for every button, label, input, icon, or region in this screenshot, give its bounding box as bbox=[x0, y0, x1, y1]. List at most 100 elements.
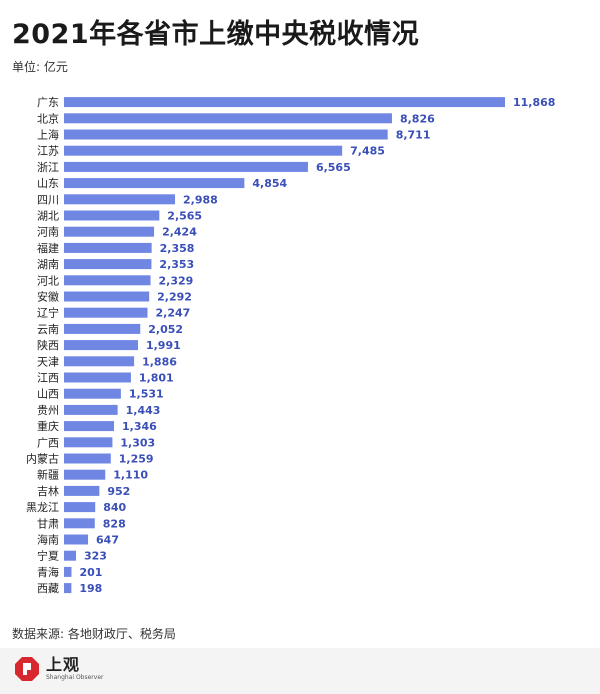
category-label: 海南 bbox=[37, 533, 59, 547]
logo-name-cn: 上观 bbox=[46, 655, 81, 674]
bar bbox=[64, 566, 72, 577]
bar bbox=[64, 469, 106, 480]
value-label: 1,303 bbox=[120, 436, 155, 449]
category-label: 天津 bbox=[37, 355, 59, 368]
category-label: 山东 bbox=[37, 177, 59, 190]
shanghai-observer-logo[interactable]: 上观 Shanghai Observer bbox=[14, 656, 103, 682]
value-label: 1,801 bbox=[139, 372, 174, 385]
value-label: 828 bbox=[103, 517, 126, 530]
value-label: 1,531 bbox=[129, 388, 164, 401]
bar bbox=[64, 340, 138, 351]
category-label: 上海 bbox=[37, 128, 59, 142]
value-label: 2,329 bbox=[159, 274, 194, 287]
bar bbox=[64, 259, 152, 270]
bar bbox=[64, 194, 176, 205]
value-label: 1,443 bbox=[126, 404, 161, 417]
bar bbox=[64, 404, 118, 415]
category-label: 陕西 bbox=[37, 338, 59, 352]
bar bbox=[64, 437, 113, 448]
category-label: 黑龙江 bbox=[26, 501, 59, 514]
bar bbox=[64, 210, 160, 221]
logo-name-en: Shanghai Observer bbox=[46, 674, 104, 681]
bar bbox=[64, 145, 343, 156]
value-label: 840 bbox=[103, 501, 126, 514]
category-label: 安徽 bbox=[37, 290, 59, 304]
value-label: 1,259 bbox=[119, 453, 154, 466]
category-label: 广东 bbox=[37, 96, 59, 109]
category-label: 湖北 bbox=[37, 210, 59, 223]
bar bbox=[64, 161, 308, 172]
category-label: 浙江 bbox=[37, 161, 59, 174]
category-label: 吉林 bbox=[37, 484, 59, 498]
bar bbox=[64, 518, 95, 529]
bars-layer: 广东 11,868 北京 8,826 上海 8,711 江苏 7,485 浙江 6,565 山东 4,… bbox=[26, 96, 555, 595]
category-label: 内蒙古 bbox=[26, 452, 59, 466]
value-label: 2,988 bbox=[183, 193, 218, 206]
value-label: 2,292 bbox=[157, 291, 192, 304]
value-label: 2,358 bbox=[160, 242, 195, 255]
value-label: 2,565 bbox=[167, 210, 202, 223]
value-label: 6,565 bbox=[316, 161, 351, 174]
bar bbox=[64, 242, 152, 253]
category-label: 江西 bbox=[37, 372, 59, 385]
bar bbox=[64, 291, 150, 302]
bar bbox=[64, 388, 121, 399]
value-label: 1,886 bbox=[142, 355, 177, 368]
bar bbox=[64, 485, 100, 496]
value-label: 2,353 bbox=[159, 258, 194, 271]
category-label: 新疆 bbox=[37, 468, 59, 482]
chart-title: 2021年各省市上缴中央税收情况 bbox=[12, 19, 420, 50]
value-label: 201 bbox=[79, 566, 102, 579]
logo-mark-icon bbox=[15, 657, 39, 681]
bar bbox=[64, 372, 131, 383]
bar bbox=[64, 307, 148, 318]
bar bbox=[64, 453, 111, 464]
value-label: 4,854 bbox=[252, 177, 287, 190]
value-label: 1,991 bbox=[146, 339, 181, 352]
value-label: 7,485 bbox=[350, 145, 385, 158]
value-label: 323 bbox=[84, 550, 107, 563]
category-label: 河南 bbox=[37, 226, 59, 239]
unit-label: 单位: 亿元 bbox=[12, 60, 68, 74]
category-label: 青海 bbox=[37, 565, 59, 579]
category-label: 湖南 bbox=[37, 258, 59, 271]
value-label: 8,711 bbox=[396, 129, 431, 142]
category-label: 江苏 bbox=[37, 145, 59, 158]
value-label: 2,424 bbox=[162, 226, 197, 239]
category-label: 贵州 bbox=[37, 404, 59, 417]
category-label: 四川 bbox=[37, 193, 59, 206]
bar bbox=[64, 583, 72, 594]
bar bbox=[64, 97, 505, 108]
value-label: 1,110 bbox=[113, 469, 148, 482]
category-label: 北京 bbox=[37, 111, 59, 125]
bar bbox=[64, 226, 155, 237]
value-label: 11,868 bbox=[513, 96, 555, 109]
bar bbox=[64, 323, 141, 334]
bar bbox=[64, 502, 96, 513]
bar bbox=[64, 178, 245, 189]
bar bbox=[64, 356, 135, 367]
value-label: 2,247 bbox=[155, 307, 190, 320]
value-label: 1,346 bbox=[122, 420, 157, 433]
value-label: 2,052 bbox=[148, 323, 183, 336]
bar bbox=[64, 550, 77, 561]
category-label: 宁夏 bbox=[37, 549, 59, 563]
category-label: 广西 bbox=[37, 436, 59, 449]
bar bbox=[64, 421, 115, 432]
value-label: 647 bbox=[96, 534, 119, 547]
data-source: 数据来源: 各地财政厅、税务局 bbox=[12, 627, 176, 641]
category-label: 重庆 bbox=[37, 419, 59, 433]
bar-chart: 广东 11,868 北京 8,826 上海 8,711 江苏 7,485 浙江 6,565 山东 4,… bbox=[26, 96, 555, 595]
value-label: 8,826 bbox=[400, 112, 435, 125]
value-label: 198 bbox=[79, 582, 102, 595]
category-label: 辽宁 bbox=[37, 306, 59, 320]
category-label: 河北 bbox=[37, 274, 59, 287]
category-label: 山西 bbox=[37, 388, 59, 401]
category-label: 福建 bbox=[37, 241, 59, 255]
category-label: 甘肃 bbox=[37, 517, 59, 530]
footer-bar bbox=[0, 648, 600, 694]
bar bbox=[64, 275, 151, 286]
bar bbox=[64, 113, 392, 124]
category-label: 西藏 bbox=[37, 582, 59, 595]
value-label: 952 bbox=[107, 485, 130, 498]
